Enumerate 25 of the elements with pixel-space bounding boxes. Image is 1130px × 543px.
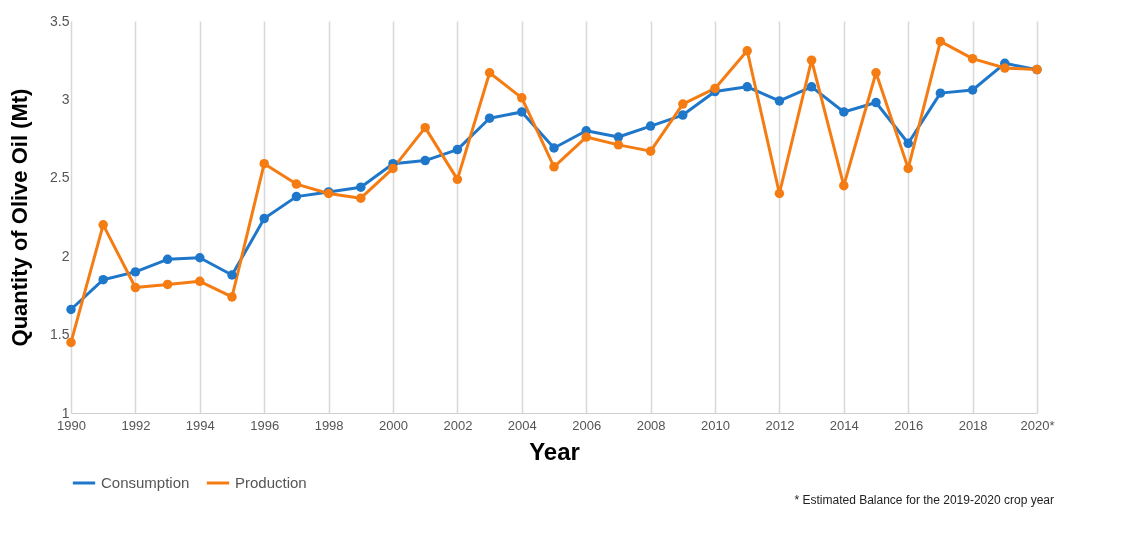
y-tick-label: 2	[61, 247, 70, 264]
legend-label: Production	[235, 474, 307, 491]
x-tick-label: 2010	[701, 417, 730, 433]
x-tick-label: 1996	[250, 417, 280, 433]
text: * Estimated Balance for the 2019-2020 crop year	[794, 493, 1054, 507]
x-axis-title: Year	[529, 437, 580, 465]
x-tick-label: 2004	[507, 417, 537, 433]
y-tick-label: 3	[61, 90, 70, 107]
x-tick-label: 1992	[121, 417, 151, 433]
y-tick-label: 2.5	[50, 169, 70, 186]
x-tick-label: 2008	[636, 417, 666, 433]
x-tick-label: 2014	[829, 417, 859, 433]
y-tick-label: 3.5	[50, 12, 70, 29]
x-tick-label: 2002	[443, 417, 473, 433]
legend-label: Consumption	[101, 474, 190, 491]
x-tick-label: 2020*	[1020, 417, 1055, 433]
x-tick-label: 2000	[379, 417, 408, 433]
x-tick-label: 2018	[958, 417, 988, 433]
y-axis-title: Quantity of Olive Oil (Mt)	[7, 88, 33, 347]
y-tick-label: 1.5	[50, 326, 70, 343]
x-tick-label: 1994	[185, 417, 215, 433]
x-tick-label: 2006	[572, 417, 602, 433]
x-tick-label: 2016	[894, 417, 924, 433]
x-tick-label: 1998	[314, 417, 344, 433]
x-tick-label: 2012	[765, 417, 795, 433]
